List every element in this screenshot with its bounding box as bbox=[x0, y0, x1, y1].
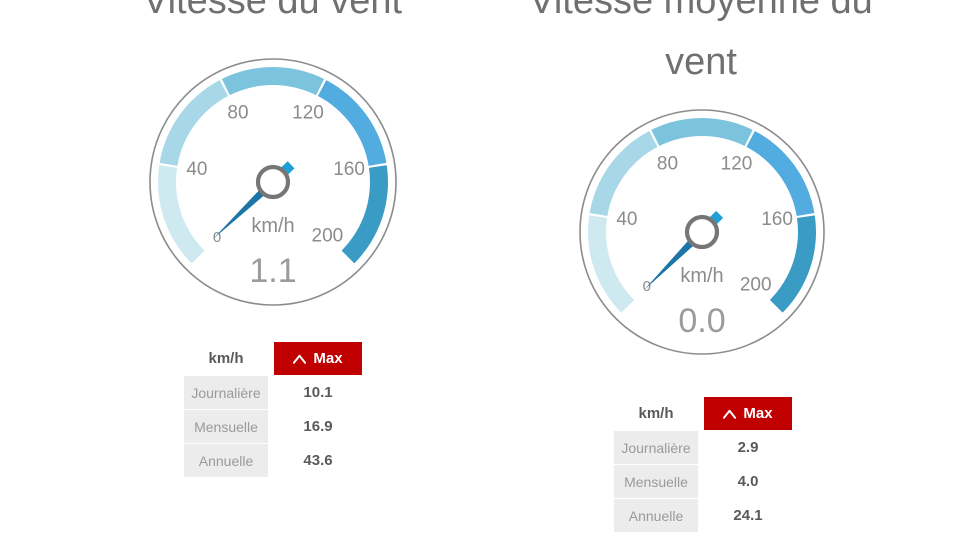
svg-text:1.1: 1.1 bbox=[249, 252, 296, 290]
svg-text:40: 40 bbox=[186, 159, 207, 180]
svg-text:120: 120 bbox=[721, 153, 753, 174]
svg-text:120: 120 bbox=[292, 102, 324, 123]
svg-text:km/h: km/h bbox=[680, 265, 723, 287]
svg-text:80: 80 bbox=[657, 153, 678, 174]
svg-text:0: 0 bbox=[643, 278, 651, 295]
svg-text:km/h: km/h bbox=[251, 215, 294, 237]
svg-text:0: 0 bbox=[213, 229, 221, 246]
svg-text:40: 40 bbox=[616, 209, 637, 230]
svg-text:0.0: 0.0 bbox=[678, 302, 725, 340]
svg-text:200: 200 bbox=[312, 225, 344, 246]
svg-text:80: 80 bbox=[227, 102, 248, 123]
svg-text:160: 160 bbox=[761, 209, 793, 230]
svg-text:160: 160 bbox=[333, 159, 365, 180]
svg-text:200: 200 bbox=[740, 275, 772, 296]
